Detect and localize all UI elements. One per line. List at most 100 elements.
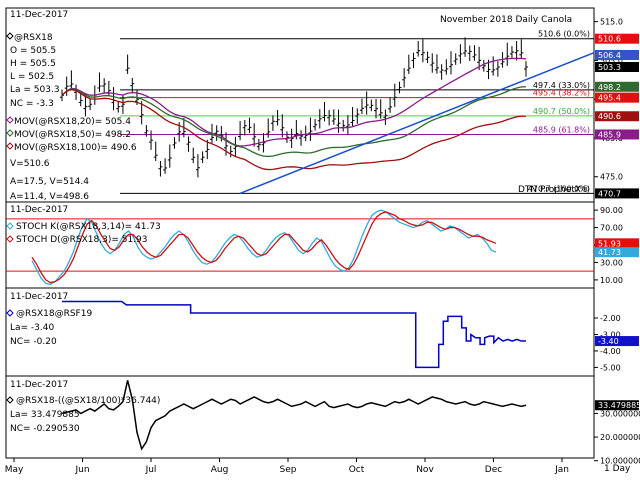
ma50-diamond-icon	[6, 129, 14, 137]
volume-label: V=510.6	[10, 159, 50, 169]
ma100-label: MOV(@RSX18,100)= 490.6	[14, 143, 137, 153]
price-flag	[595, 129, 639, 140]
price-flag-label: 495.4	[598, 94, 621, 103]
ratio-diamond-icon	[6, 396, 14, 404]
y-tick-label: 505.0	[600, 56, 623, 65]
spread-diamond-icon	[6, 309, 14, 317]
price-flag	[595, 81, 639, 92]
misc-label-b: A=11.4, V=498.6	[10, 192, 89, 202]
x-tick-label: Nov	[416, 465, 434, 475]
ratio-last: La= 33.479885	[10, 410, 80, 420]
fib-level-label: 485.9 (61.8%)	[533, 125, 590, 134]
spread-last: La= -3.40	[10, 323, 54, 333]
moving-average-line	[61, 88, 527, 171]
price-flag-label: 506.4	[598, 51, 621, 60]
y-tick-label: 70.00	[600, 224, 623, 233]
price-flag-label: 470.7	[598, 189, 621, 198]
ma100-diamond-icon	[6, 142, 14, 150]
x-tick-label: Jan	[554, 465, 569, 475]
ratio-label: @RSX18-((@SX18/100)*36.744)	[16, 396, 160, 406]
y-tick-label: 90.00	[600, 206, 623, 215]
quote-high: H = 505.5	[10, 59, 56, 69]
stoch-panel-date: 11-Dec-2017	[10, 205, 68, 215]
price-flag-label: 51.93	[598, 239, 621, 248]
ratio-panel-frame	[5, 375, 595, 459]
y-tick-label: 10.000000	[600, 457, 640, 466]
moving-average-line	[61, 86, 527, 158]
y-tick-label: 20.000000	[600, 433, 640, 442]
moving-average-line	[61, 57, 527, 147]
stoch-k-label: STOCH K(@RSX18,3,14)= 41.73	[16, 222, 161, 232]
y-tick-label: -2.00	[600, 314, 621, 323]
y-tick-label: -5.00	[600, 363, 621, 372]
fib-level-label: 497.4 (33.0%)	[533, 81, 590, 90]
price-flag	[595, 92, 639, 103]
spread-label: @RSX18@RSF19	[16, 309, 92, 319]
stoch-d-label: STOCH D(@RSX18,3)= 51.93	[16, 235, 148, 245]
price-flag-label: 510.6	[598, 35, 621, 44]
y-tick-label: 475.0	[600, 173, 623, 182]
price-symbol: @RSX18	[14, 33, 53, 43]
ma20-diamond-icon	[6, 116, 14, 124]
stoch-d-line	[31, 211, 497, 284]
y-tick-label: 30.00	[600, 258, 623, 267]
x-tick-label: Sep	[280, 465, 297, 475]
fib-level-label: 510.6 (0.0%)	[538, 30, 590, 39]
quote-net-change: NC = -3.3	[10, 99, 54, 109]
spread-line	[62, 300, 526, 369]
price-flag-label: 485.9	[598, 130, 621, 139]
stoch-d-diamond-icon	[6, 235, 14, 243]
chart-title: November 2018 Daily Canola	[440, 15, 572, 25]
price-flag	[595, 49, 639, 60]
price-flag	[595, 400, 639, 411]
trend-line	[239, 51, 595, 195]
quote-open: O = 505.5	[10, 46, 56, 56]
x-tick-label: Aug	[211, 465, 229, 475]
price-flag-label: 41.73	[598, 248, 621, 257]
price-flag-label: -3.40	[598, 337, 619, 346]
y-tick-label: 515.0	[600, 18, 623, 27]
price-flag-label: 498.2	[598, 83, 621, 92]
y-tick-label: 30.000000	[600, 409, 640, 418]
misc-label-a: A=17.5, V=514.4	[10, 177, 89, 187]
watermark: DTN ProphetX®	[518, 185, 590, 195]
y-tick-label: -4.00	[600, 347, 621, 356]
price-flag	[595, 111, 639, 122]
y-tick-label: -3.00	[600, 330, 621, 339]
price-flag	[595, 33, 639, 44]
quote-last: La = 503.3	[10, 85, 60, 95]
stoch-k-diamond-icon	[6, 222, 14, 230]
price-flag-label: 490.6	[598, 112, 621, 121]
price-flag	[595, 188, 639, 199]
ma20-label: MOV(@RSX18,20)= 505.4	[14, 117, 131, 127]
timeframe-label: 1 Day	[604, 464, 631, 474]
ma50-label: MOV(@RSX18,50)= 498.2	[14, 130, 131, 140]
ratio-net-change: NC= -0.290530	[10, 424, 80, 434]
symbol-diamond-icon	[6, 32, 14, 40]
price-panel-frame	[5, 7, 595, 203]
fib-level-label: 470.7 (100.0%)	[528, 184, 590, 193]
fib-level-label: 495.4 (38.2%)	[533, 89, 590, 98]
y-tick-label: 10.00	[600, 276, 623, 285]
quote-low: L = 502.5	[10, 72, 54, 82]
price-flag	[595, 62, 639, 72]
price-panel-date: 11-Dec-2017	[10, 10, 68, 20]
price-flag	[595, 238, 639, 249]
price-flag	[595, 336, 639, 347]
ratio-panel-date: 11-Dec-2017	[10, 380, 68, 390]
x-tick-label: Dec	[485, 465, 502, 475]
stoch-panel-frame	[5, 201, 595, 289]
fib-level-label: 490.7 (50.0%)	[533, 107, 590, 116]
x-tick-label: May	[5, 465, 24, 475]
spread-net-change: NC= -0.20	[10, 337, 57, 347]
ratio-line	[61, 380, 527, 451]
x-tick-label: Oct	[349, 465, 365, 475]
x-tick-label: Jun	[74, 465, 89, 475]
spread-panel-date: 11-Dec-2017	[10, 292, 68, 302]
price-flag-label: 503.3	[598, 63, 621, 72]
price-flag	[595, 247, 639, 258]
x-tick-label: Jul	[145, 465, 157, 475]
price-flag-label: 33.479885	[598, 401, 640, 410]
